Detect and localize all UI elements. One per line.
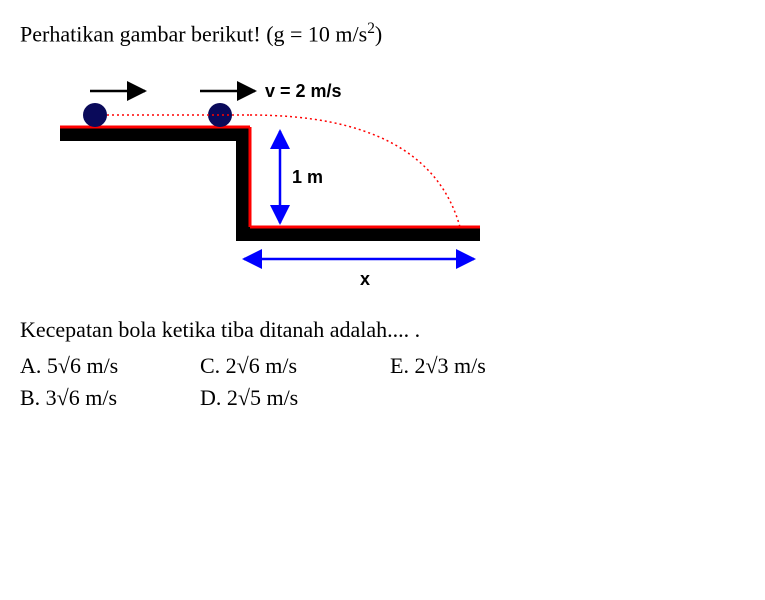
svg-text:v = 2 m/s: v = 2 m/s [265, 81, 342, 101]
svg-text:1 m: 1 m [292, 167, 323, 187]
prompt-suffix: ) [375, 21, 382, 46]
question-prompt: Perhatikan gambar berikut! (g = 10 m/s2) [20, 20, 745, 47]
option-a: A. 5√6 m/s [20, 353, 200, 379]
option-d: D. 2√5 m/s [200, 385, 390, 411]
option-c: C. 2√6 m/s [200, 353, 390, 379]
svg-text:x: x [360, 269, 370, 287]
answer-options: A. 5√6 m/s C. 2√6 m/s E. 2√3 m/s B. 3√6 … [20, 353, 745, 411]
subquestion-text: Kecepatan bola ketika tiba ditanah adala… [20, 317, 745, 343]
prompt-prefix: Perhatikan gambar berikut! (g = 10 m/s [20, 21, 367, 46]
prompt-exp: 2 [367, 20, 375, 37]
option-b: B. 3√6 m/s [20, 385, 200, 411]
physics-diagram: v = 2 m/s 1 m x [50, 67, 745, 292]
diagram-svg: v = 2 m/s 1 m x [50, 67, 520, 287]
option-e: E. 2√3 m/s [390, 353, 570, 379]
